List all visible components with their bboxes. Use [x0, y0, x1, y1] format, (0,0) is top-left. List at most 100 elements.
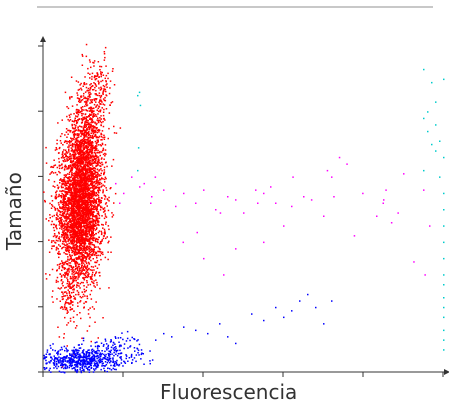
data-point	[68, 178, 70, 180]
data-point	[56, 148, 58, 151]
data-point	[83, 109, 85, 111]
data-point	[85, 120, 87, 122]
data-point	[92, 116, 94, 118]
data-point	[52, 301, 54, 303]
data-point	[59, 239, 62, 241]
data-point	[81, 121, 83, 124]
data-point	[83, 246, 85, 249]
data-point	[78, 274, 80, 276]
data-point	[57, 187, 59, 189]
data-point	[88, 240, 91, 242]
data-point	[90, 202, 92, 204]
data-point	[55, 218, 58, 221]
data-point	[85, 55, 88, 58]
data-point	[83, 182, 86, 184]
data-point	[85, 169, 87, 171]
data-point	[95, 261, 98, 264]
data-point	[83, 116, 86, 119]
data-point	[88, 170, 91, 172]
data-point	[91, 178, 94, 180]
data-point	[67, 311, 69, 313]
data-point	[79, 287, 81, 289]
data-point	[65, 226, 68, 228]
data-point	[67, 258, 69, 260]
data-point	[73, 123, 76, 126]
data-point	[103, 171, 106, 173]
data-point	[70, 249, 73, 251]
data-point	[62, 230, 64, 232]
data-point	[92, 231, 94, 233]
data-point	[94, 168, 96, 170]
data-point	[91, 193, 93, 195]
data-point	[79, 252, 81, 254]
data-point	[80, 131, 82, 133]
data-point	[62, 179, 65, 182]
data-point	[84, 156, 87, 159]
data-point	[96, 155, 98, 158]
data-point	[96, 131, 98, 134]
data-point	[85, 109, 87, 111]
data-point	[67, 186, 70, 189]
data-point	[76, 365, 79, 367]
data-point	[76, 104, 78, 106]
data-point	[65, 213, 67, 216]
data-point	[80, 165, 83, 168]
data-point	[61, 228, 63, 230]
data-point	[87, 189, 90, 191]
data-point	[75, 153, 77, 156]
data-point	[99, 96, 102, 99]
data-point	[91, 231, 93, 233]
data-point	[80, 96, 82, 98]
data-point	[73, 356, 75, 359]
data-point	[99, 183, 101, 186]
data-point	[76, 92, 78, 94]
data-point	[63, 295, 65, 297]
data-point	[74, 192, 77, 194]
data-point	[95, 187, 97, 189]
data-point	[69, 194, 71, 196]
data-point	[65, 301, 68, 304]
data-point	[48, 361, 50, 363]
data-point	[96, 94, 99, 97]
data-point	[99, 110, 102, 113]
data-point	[102, 211, 105, 213]
data-point	[63, 243, 65, 245]
data-point	[90, 108, 92, 110]
data-point	[106, 236, 108, 238]
data-point	[94, 216, 97, 218]
data-point	[85, 175, 87, 178]
data-point	[80, 242, 83, 245]
data-point	[96, 257, 98, 259]
data-point	[73, 279, 75, 282]
data-point	[87, 165, 90, 167]
data-point	[78, 118, 80, 120]
data-point	[82, 185, 85, 187]
data-point	[91, 121, 94, 124]
data-point	[97, 107, 99, 110]
data-point	[79, 172, 81, 174]
data-point	[91, 183, 93, 186]
data-point	[73, 176, 76, 178]
data-point	[62, 237, 65, 239]
data-point	[95, 98, 97, 101]
data-point	[75, 165, 77, 167]
data-point	[84, 250, 87, 252]
data-point	[96, 145, 98, 147]
y-axis-arrow	[40, 36, 46, 42]
data-point	[91, 137, 93, 139]
data-point	[104, 56, 106, 59]
data-point	[95, 271, 98, 273]
data-point	[79, 130, 82, 133]
data-point	[73, 156, 76, 159]
data-point	[92, 189, 95, 191]
data-point	[70, 179, 73, 182]
data-point	[92, 237, 94, 239]
data-point	[89, 134, 92, 137]
data-point	[90, 364, 92, 367]
data-point	[104, 232, 106, 234]
data-point	[64, 165, 66, 168]
data-point	[78, 188, 80, 190]
data-point	[49, 274, 51, 276]
data-point	[69, 234, 71, 237]
data-point	[73, 191, 76, 193]
